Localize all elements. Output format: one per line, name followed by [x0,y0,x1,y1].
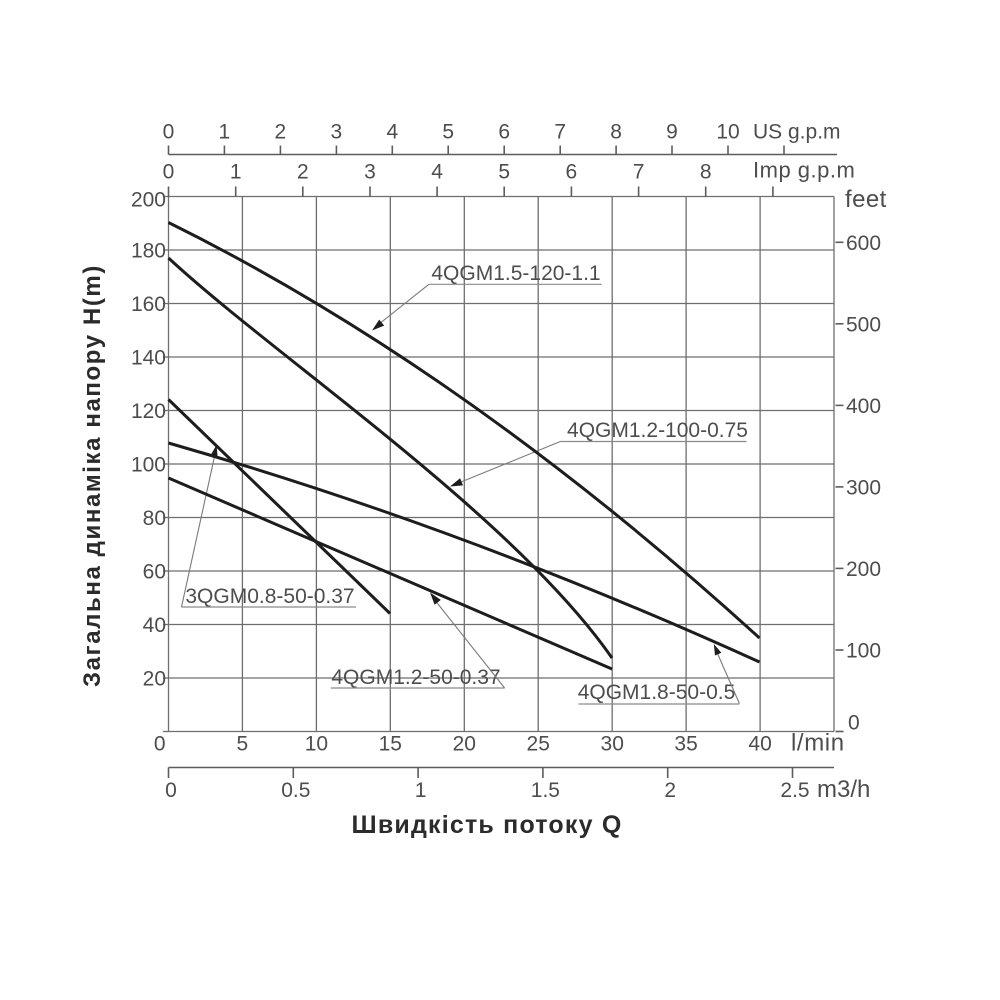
svg-text:8: 8 [610,121,622,144]
svg-text:m3/h: m3/h [817,776,870,803]
svg-text:US g.p.m: US g.p.m [753,121,841,144]
svg-text:0: 0 [848,712,860,735]
svg-text:400: 400 [846,395,881,418]
svg-text:2.5: 2.5 [780,779,809,802]
svg-text:8: 8 [700,161,712,184]
svg-text:0: 0 [163,161,175,184]
svg-text:9: 9 [666,121,678,144]
svg-text:25: 25 [527,733,550,756]
svg-text:0: 0 [165,779,177,802]
svg-text:20: 20 [453,733,476,756]
svg-text:1: 1 [219,121,231,144]
svg-text:100: 100 [846,640,881,663]
svg-text:Швидкість потоку Q: Швидкість потоку Q [352,811,623,839]
svg-text:40: 40 [748,733,771,756]
svg-text:40: 40 [143,614,166,637]
svg-text:4QGM1.5-120-1.1: 4QGM1.5-120-1.1 [431,262,600,285]
svg-text:15: 15 [379,733,402,756]
svg-text:2: 2 [297,161,309,184]
svg-text:2: 2 [664,779,676,802]
svg-text:60: 60 [143,561,166,584]
svg-text:4QGM1.2-50-0.37: 4QGM1.2-50-0.37 [331,666,500,689]
svg-text:l/min: l/min [791,730,845,757]
svg-text:30: 30 [601,733,624,756]
svg-text:4: 4 [431,161,443,184]
svg-text:0: 0 [163,121,175,144]
svg-text:3: 3 [331,121,343,144]
svg-text:10: 10 [716,121,739,144]
svg-text:6: 6 [566,161,578,184]
svg-text:7: 7 [633,161,645,184]
svg-text:0.5: 0.5 [281,779,310,802]
svg-text:1: 1 [230,161,242,184]
svg-text:5: 5 [498,161,510,184]
svg-text:4: 4 [386,121,398,144]
svg-text:120: 120 [131,400,166,423]
svg-text:3: 3 [364,161,376,184]
svg-text:20: 20 [143,668,166,691]
svg-text:80: 80 [143,507,166,530]
svg-text:200: 200 [131,189,166,212]
svg-text:1.5: 1.5 [531,779,560,802]
svg-text:300: 300 [846,476,881,499]
svg-text:160: 160 [131,293,166,316]
svg-text:Imp g.p.m: Imp g.p.m [753,158,855,183]
svg-text:2: 2 [275,121,287,144]
svg-text:0: 0 [154,733,166,756]
svg-text:Загальна динаміка напору H(m): Загальна динаміка напору H(m) [79,264,106,687]
svg-text:5: 5 [237,733,249,756]
svg-text:500: 500 [846,313,881,336]
svg-text:7: 7 [554,121,566,144]
svg-text:140: 140 [131,347,166,370]
svg-text:1: 1 [415,779,427,802]
svg-text:600: 600 [846,232,881,255]
svg-text:200: 200 [846,558,881,581]
svg-text:180: 180 [131,240,166,263]
svg-text:5: 5 [442,121,454,144]
svg-text:10: 10 [305,733,328,756]
svg-text:3QGM0.8-50-0.37: 3QGM0.8-50-0.37 [185,585,354,608]
svg-text:feet: feet [845,186,887,213]
svg-text:4QGM1.8-50-0.5: 4QGM1.8-50-0.5 [578,681,736,704]
svg-text:100: 100 [131,454,166,477]
svg-text:35: 35 [674,733,697,756]
svg-text:6: 6 [498,121,510,144]
svg-text:4QGM1.2-100-0.75: 4QGM1.2-100-0.75 [567,419,748,442]
